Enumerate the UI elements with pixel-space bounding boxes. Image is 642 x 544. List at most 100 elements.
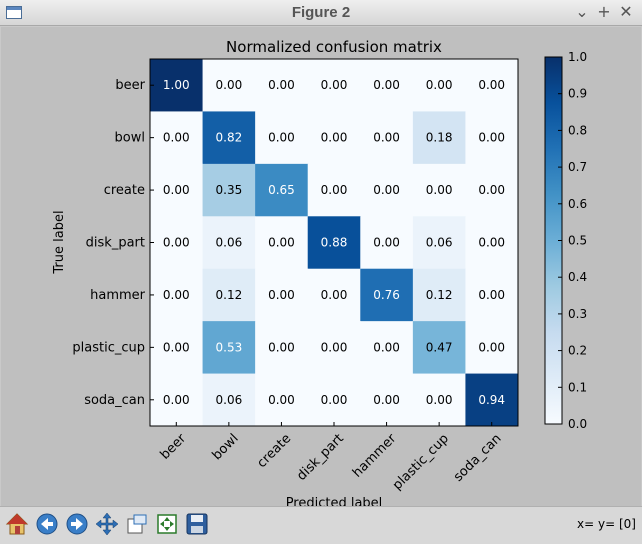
back-button[interactable] [34,511,60,537]
cell-value-label: 1.00 [163,78,190,92]
heatmap-cell [360,373,414,427]
heatmap-cell [360,216,414,270]
x-tick-labels: beer bowl create disk_part hammerplastic_cup… [158,422,505,493]
heatmap-cell [465,163,519,217]
heatmap-cell [255,268,309,322]
cell-value-label: 0.00 [163,340,190,354]
zoom-rect-icon [127,514,147,534]
heatmap-cell [465,268,519,322]
colorbar-tick-label: 0.9 [568,87,587,101]
cell-value-label: 0.76 [373,288,400,302]
x-tick-label: create [254,431,294,471]
heatmap-cell [412,216,466,270]
home-button[interactable] [4,511,30,537]
chart-title: Normalized confusion matrix [226,38,442,56]
x-tick-label: bowl [210,431,242,463]
subplots-button[interactable] [154,511,180,537]
heatmap-cell [307,216,361,270]
heatmap-cell [202,163,256,217]
cell-value-label: 0.00 [268,288,295,302]
figure-canvas[interactable]: Normalized confusion matrix 1.00 0.00 0.00… [1,27,641,506]
cell-value-label: 0.00 [373,393,400,407]
heatmap-cell [412,59,466,112]
cell-value-label: 0.00 [478,288,505,302]
cell-value-label: 0.12 [216,288,243,302]
cell-value-label: 0.00 [163,236,190,250]
cell-value-label: 0.00 [321,78,348,92]
colorbar-tick-label: 0.4 [568,270,587,284]
maximize-button[interactable]: + [597,2,611,21]
heatmap-cell [360,163,414,217]
cell-value-label: 0.00 [268,131,295,145]
heatmap-cell [360,268,414,322]
title-bar: Figure 2 ⌄ + ✕ [0,0,642,26]
confusion-matrix: 1.00 0.00 0.00 0.00 0.00 0.00 0.00 0.00 0.82 0.00… [150,59,519,427]
heatmap-cell [360,59,414,112]
zoom-button[interactable] [124,511,150,537]
heatmap-cell [202,111,256,165]
save-button[interactable] [184,511,210,537]
cell-value-label: 0.18 [426,131,453,145]
cell-value-label: 0.00 [426,393,453,407]
y-tick-label: plastic_cup [72,340,145,355]
colorbar-tick-label: 0.7 [568,160,587,174]
y-tick-label: hammer [90,288,146,303]
heatmap-cell [465,373,519,427]
cell-value-label: 0.94 [478,393,505,407]
cell-value-label: 0.00 [268,78,295,92]
colorbar-tick-label: 0.1 [568,380,587,394]
heatmap-cell [307,373,361,427]
heatmap-cell [465,111,519,165]
heatmap-cell [412,373,466,427]
cell-value-label: 0.06 [216,393,243,407]
colorbar-tick-label: 0.5 [568,234,587,248]
close-button[interactable]: ✕ [619,2,633,21]
figure-svg: Normalized confusion matrix 1.00 0.00 0.00… [52,38,587,506]
cell-value-label: 0.00 [478,340,505,354]
x-tick-label: plastic_cup [390,431,452,493]
x-tick-label: beer [158,431,190,463]
heatmap-cell [202,216,256,270]
cell-value-label: 0.00 [478,183,505,197]
cell-value-label: 0.00 [216,78,243,92]
cell-value-label: 0.00 [321,340,348,354]
y-tick-label: beer [115,78,145,93]
heatmap-cell [307,59,361,112]
colorbar-tick-label: 0.6 [568,197,587,211]
cell-value-label: 0.00 [478,236,505,250]
cell-value-label: 0.00 [268,393,295,407]
y-tick-label: soda_can [84,393,145,408]
x-tick-label: soda_can [451,431,505,485]
toolbar: x= y= [0] [0,506,642,544]
cell-value-label: 0.00 [426,183,453,197]
heatmap-cell [360,321,414,375]
heatmap-cell [360,111,414,165]
pan-button[interactable] [94,511,120,537]
heatmap-cell [255,111,309,165]
cell-value-label: 0.00 [478,78,505,92]
cell-value-label: 0.00 [163,288,190,302]
heatmap-cell [202,268,256,322]
window-icon [6,6,22,19]
forward-arrow-icon [66,513,88,535]
colorbar-tick-label: 0.8 [568,123,587,137]
heatmap-cell [202,59,256,112]
window-title: Figure 2 [291,4,351,21]
y-tick-label: create [104,183,145,198]
cell-value-label: 0.00 [373,236,400,250]
minimize-button[interactable]: ⌄ [575,2,589,21]
heatmap-cell [412,321,466,375]
heatmap-cell [307,163,361,217]
cell-value-label: 0.00 [478,131,505,145]
heatmap-cell [307,268,361,322]
coordinate-readout: x= y= [0] [577,517,636,531]
cell-value-label: 0.00 [373,183,400,197]
colorbar-tick-label: 0.3 [568,307,587,321]
heatmap-cell [255,216,309,270]
cell-value-label: 0.35 [216,183,243,197]
heatmap-cell [307,321,361,375]
cell-value-label: 0.00 [373,78,400,92]
forward-button[interactable] [64,511,90,537]
cell-value-label: 0.00 [321,183,348,197]
